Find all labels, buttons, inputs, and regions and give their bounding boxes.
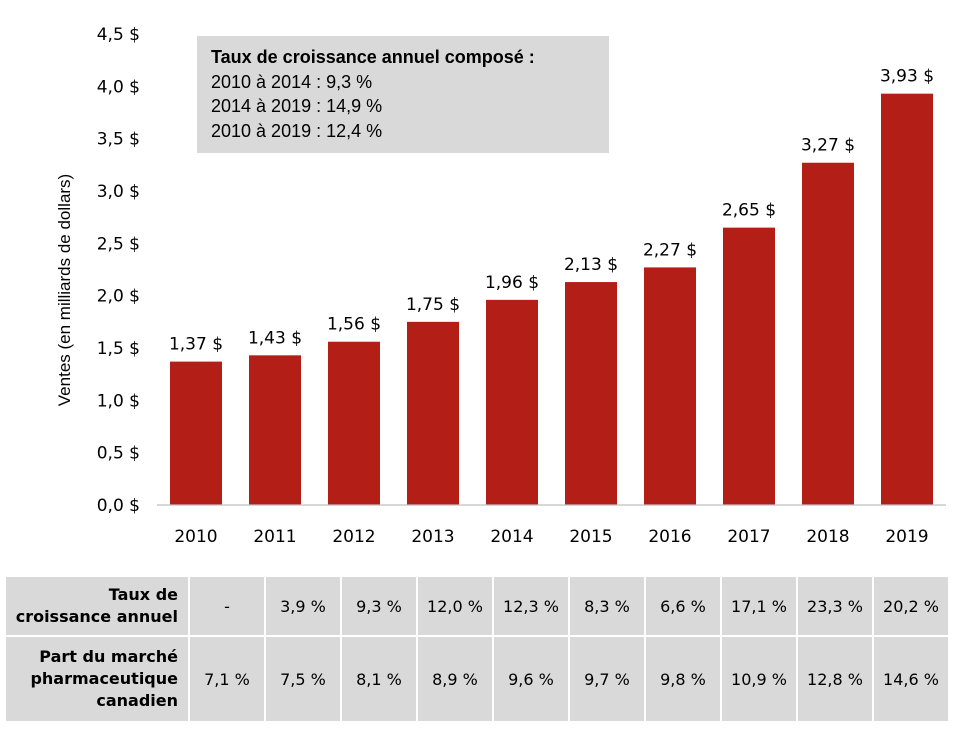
table-cell: 12,0 % xyxy=(418,577,492,635)
y-tick-label: 1,5 $ xyxy=(97,339,140,359)
table-cell: - xyxy=(190,577,264,635)
table-cell: 6,6 % xyxy=(646,577,720,635)
x-axis-ticks: 2010 2011 2012 2013 2014 2015 2016 2017 2018 2019 xyxy=(174,527,928,547)
bar-2012 xyxy=(328,341,380,505)
bar-2016 xyxy=(644,267,696,505)
table-cell: 8,9 % xyxy=(418,637,492,721)
y-axis-ticks: 0,0 $ 0,5 $ 1,0 $ 1,5 $ 2,0 $ 2,5 $ 3,0 $ 3,5 $… xyxy=(97,25,140,516)
table-cell: 23,3 % xyxy=(798,577,872,635)
data-labels: 1,37 $ 1,43 $ 1,56 $ 1,75 $ 1,96 $ 2,13 $ 2,27… xyxy=(169,67,934,355)
bar-2011 xyxy=(249,355,301,505)
table-cell: 9,3 % xyxy=(342,577,416,635)
bars xyxy=(170,93,933,506)
table-row-market-share: Part du marché pharmaceutique canadien 7… xyxy=(6,637,948,721)
row-header-growth-rate: Taux de croissance annuel xyxy=(6,577,188,635)
y-axis-label: Ventes (en milliards de dollars) xyxy=(55,174,74,406)
data-label: 1,75 $ xyxy=(406,295,460,315)
table-cell: 12,3 % xyxy=(494,577,568,635)
data-label: 2,13 $ xyxy=(564,255,618,275)
bar-2019 xyxy=(881,93,933,505)
cagr-line: 2010 à 2014 : 9,3 % xyxy=(211,71,373,92)
bar-2017 xyxy=(723,227,775,505)
x-tick-label: 2015 xyxy=(569,527,612,547)
y-tick-label: 1,0 $ xyxy=(97,391,140,411)
cagr-line: 2014 à 2019 : 14,9 % xyxy=(211,96,383,116)
data-label: 1,37 $ xyxy=(169,335,223,355)
y-tick-label: 3,0 $ xyxy=(97,182,140,202)
table-row-growth-rate: Taux de croissance annuel - 3,9 % 9,3 % … xyxy=(6,577,948,635)
cagr-annotation-box: Taux de croissance annuel composé : 2010… xyxy=(197,36,609,153)
x-tick-label: 2010 xyxy=(174,527,217,547)
bar-2013 xyxy=(407,321,459,505)
x-tick-label: 2013 xyxy=(411,527,454,547)
table-cell: 14,6 % xyxy=(874,637,948,721)
y-tick-label: 4,0 $ xyxy=(97,77,140,97)
x-tick-label: 2018 xyxy=(806,527,849,547)
y-tick-label: 0,0 $ xyxy=(97,496,140,516)
y-tick-label: 3,5 $ xyxy=(97,130,140,150)
x-tick-label: 2011 xyxy=(253,527,296,547)
bar-2015 xyxy=(565,282,617,505)
x-tick-label: 2019 xyxy=(885,527,928,547)
table-cell: 9,8 % xyxy=(646,637,720,721)
y-tick-label: 2,0 $ xyxy=(97,287,140,307)
data-label: 3,93 $ xyxy=(880,67,934,87)
y-tick-label: 2,5 $ xyxy=(97,234,140,254)
cagr-line: 2010 à 2019 : 12,4 % xyxy=(211,120,383,141)
table-cell: 9,6 % xyxy=(494,637,568,721)
data-label: 2,27 $ xyxy=(643,240,697,260)
bar-2010 xyxy=(170,361,222,505)
cagr-title: Taux de croissance annuel composé : xyxy=(211,47,535,67)
bar-2018 xyxy=(802,162,854,506)
table-cell: 20,2 % xyxy=(874,577,948,635)
table-cell: 8,1 % xyxy=(342,637,416,721)
table-cell: 10,9 % xyxy=(722,637,796,721)
table-cell: 8,3 % xyxy=(570,577,644,635)
table-cell: 7,5 % xyxy=(266,637,340,721)
table-cell: 12,8 % xyxy=(798,637,872,721)
table-cell: 3,9 % xyxy=(266,577,340,635)
table-cell: 9,7 % xyxy=(570,637,644,721)
data-label: 3,27 $ xyxy=(801,136,855,156)
bar-2014 xyxy=(486,299,538,505)
y-tick-label: 0,5 $ xyxy=(97,444,140,464)
data-label: 1,96 $ xyxy=(485,273,539,293)
data-label: 1,56 $ xyxy=(327,315,381,335)
x-tick-label: 2017 xyxy=(727,527,770,547)
row-header-market-share: Part du marché pharmaceutique canadien xyxy=(6,637,188,721)
x-tick-label: 2012 xyxy=(332,527,375,547)
table-cell: 17,1 % xyxy=(722,577,796,635)
bar-chart: Ventes (en milliards de dollars) 0,0 $0,… xyxy=(55,25,946,547)
stats-table: Taux de croissance annuel - 3,9 % 9,3 % … xyxy=(4,575,950,723)
x-tick-label: 2014 xyxy=(490,527,533,547)
data-label: 1,43 $ xyxy=(248,328,302,348)
y-tick-label: 4,5 $ xyxy=(97,25,140,45)
x-tick-label: 2016 xyxy=(648,527,691,547)
data-label: 2,65 $ xyxy=(722,201,776,221)
table-cell: 7,1 % xyxy=(190,637,264,721)
